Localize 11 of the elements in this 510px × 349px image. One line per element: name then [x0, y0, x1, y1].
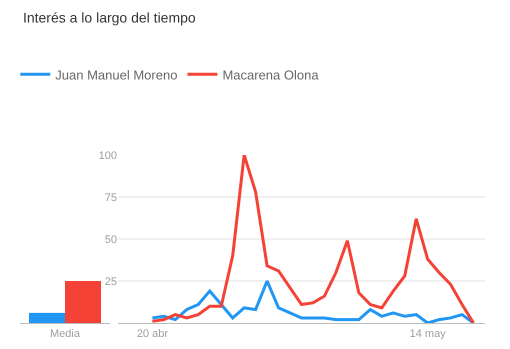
x-tick-label: Media: [50, 328, 81, 340]
y-tick-label: 25: [104, 276, 117, 288]
y-tick-label: 50: [104, 234, 117, 246]
chart-title: Interés a lo largo del tiempo: [22, 9, 196, 26]
y-tick-label: 75: [104, 192, 117, 204]
x-tick-label: 20 abr: [136, 328, 168, 340]
legend-label: Macarena Olona: [222, 67, 320, 82]
y-tick-label: 100: [98, 150, 117, 162]
x-tick-label: 14 may: [410, 328, 446, 340]
legend-label: Juan Manuel Moreno: [55, 67, 178, 82]
line-series: [150, 155, 476, 323]
